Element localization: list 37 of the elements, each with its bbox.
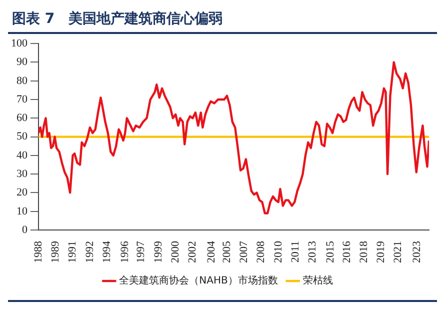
y-tick-label: 0 xyxy=(22,224,28,236)
y-tick-label: 20 xyxy=(16,186,28,199)
x-tick-label: 1999 xyxy=(152,240,164,263)
x-tick-label: 2016 xyxy=(340,240,353,263)
x-tick-label: 2021 xyxy=(392,241,404,263)
x-tick-label: 2013 xyxy=(306,240,319,263)
x-tick-label: 2011 xyxy=(289,241,302,263)
x-tick-label: 1996 xyxy=(118,240,131,263)
x-tick-label: 1997 xyxy=(135,240,148,263)
x-tick-label: 2010 xyxy=(272,240,284,263)
x-tick-label: 2005 xyxy=(220,240,233,263)
x-tick-label: 1992 xyxy=(84,241,96,263)
y-tick-label: 30 xyxy=(16,168,28,180)
chart-title: 图表 7 美国地产建筑商信心偏弱 xyxy=(11,10,224,29)
x-tick-label: 2002 xyxy=(186,241,199,263)
x-tick-label: 1994 xyxy=(100,240,113,263)
y-tick-label: 90 xyxy=(16,56,28,68)
x-tick-label: 2023 xyxy=(411,240,424,263)
y-tick-label: 80 xyxy=(16,74,28,87)
x-tick-label: 1991 xyxy=(66,241,79,263)
y-tick-label: 70 xyxy=(16,93,28,106)
legend-label: 全美建筑商协会（NAHB）市场指数 xyxy=(119,274,278,287)
x-tick-label: 2019 xyxy=(375,240,388,263)
x-tick-label: 2015 xyxy=(324,240,337,263)
x-tick-label: 2004 xyxy=(206,240,218,263)
x-tick-label: 1989 xyxy=(50,240,62,263)
x-tick-label: 2007 xyxy=(238,240,250,263)
y-tick-label: 50 xyxy=(16,130,28,143)
x-tick-label: 1988 xyxy=(32,240,44,263)
x-tick-label: 2018 xyxy=(358,240,370,263)
x-tick-label: 2000 xyxy=(169,240,182,263)
y-tick-label: 40 xyxy=(16,149,28,162)
y-tick-label: 10 xyxy=(16,205,28,218)
x-tick-label: 2008 xyxy=(255,240,268,263)
legend-label: 荣枯线 xyxy=(302,274,333,287)
y-tick-label: 60 xyxy=(16,112,28,124)
y-tick-label: 100 xyxy=(11,37,28,50)
